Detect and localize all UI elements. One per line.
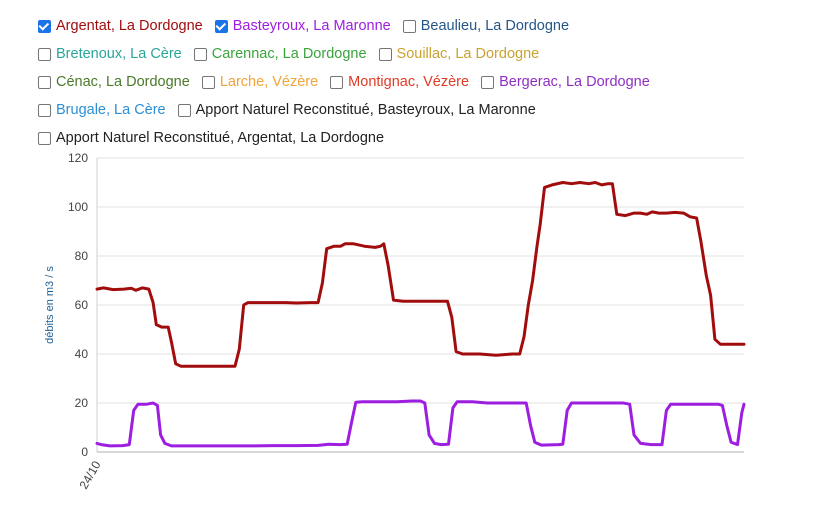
series-checkbox[interactable] [38, 103, 51, 117]
legend-item[interactable]: Basteyroux, La Maronne [214, 18, 391, 34]
y-tick-label: 40 [75, 347, 89, 361]
legend-row: Brugale, La Cère Apport Naturel Reconstit… [38, 96, 808, 124]
series-checkbox[interactable] [214, 19, 228, 33]
station-legend: Argentat, La Dordogne Basteyroux, La Maro… [38, 12, 808, 152]
y-tick-label: 120 [68, 151, 88, 165]
series-checkbox[interactable] [201, 75, 215, 89]
legend-item[interactable]: Carennac, La Dordogne [193, 46, 367, 62]
legend-row: Apport Naturel Reconstitué, Argentat, La… [38, 124, 808, 152]
legend-item[interactable]: Bretenoux, La Cère [38, 46, 182, 62]
legend-label: Montignac, Vézère [348, 74, 470, 90]
series-checkbox[interactable] [330, 75, 344, 89]
y-tick-label: 0 [81, 445, 88, 459]
y-tick-label: 80 [75, 249, 89, 263]
legend-label: Apport Naturel Reconstitué, Basteyroux, … [195, 102, 536, 118]
legend-label: Bretenoux, La Cère [56, 46, 182, 62]
legend-label: Brugale, La Cère [56, 102, 166, 118]
legend-item[interactable]: Bergerac, La Dordogne [481, 74, 650, 90]
series-line-basteyroux [95, 399, 746, 448]
legend-item[interactable]: Larche, Vézère [201, 74, 319, 90]
series-checkbox[interactable] [481, 75, 495, 89]
legend-label: Cénac, La Dordogne [56, 74, 190, 90]
y-axis-label: débits en m3 / s [44, 266, 56, 344]
legend-label: Carennac, La Dordogne [211, 46, 367, 62]
legend-row: Cénac, La Dordogne Larche, Vézère Montigna… [38, 68, 808, 96]
legend-label: Argentat, La Dordogne [56, 18, 203, 34]
legend-item[interactable]: Brugale, La Cère [38, 102, 166, 118]
legend-label: Larche, Vézère [219, 74, 319, 90]
y-tick-label: 100 [68, 200, 88, 214]
series-checkbox[interactable] [38, 19, 51, 33]
series-checkbox[interactable] [177, 103, 191, 117]
series-checkbox[interactable] [38, 47, 51, 61]
y-tick-label: 60 [75, 298, 89, 312]
legend-item[interactable]: Montignac, Vézère [330, 74, 469, 90]
legend-item[interactable]: Souillac, La Dordogne [378, 46, 540, 62]
legend-row: Argentat, La Dordogne Basteyroux, La Maro… [38, 12, 808, 40]
series-checkbox[interactable] [38, 75, 51, 89]
legend-label: Beaulieu, La Dordogne [420, 18, 570, 34]
legend-item[interactable]: Apport Naturel Reconstitué, Basteyroux, … [177, 102, 536, 118]
series-checkbox[interactable] [193, 47, 207, 61]
legend-label: Souillac, La Dordogne [396, 46, 540, 62]
legend-label: Basteyroux, La Maronne [232, 18, 391, 34]
series-checkbox[interactable] [402, 19, 416, 33]
series-line-argentat [95, 181, 746, 368]
legend-item[interactable]: Argentat, La Dordogne [38, 18, 203, 34]
series-checkbox[interactable] [378, 47, 392, 61]
legend-row: Bretenoux, La Cère Carennac, La Dordogne S… [38, 40, 808, 68]
legend-label: Bergerac, La Dordogne [499, 74, 650, 90]
legend-item[interactable]: Cénac, La Dordogne [38, 74, 190, 90]
y-tick-label: 20 [75, 396, 89, 410]
x-tick-label: 24/10 [76, 458, 103, 491]
legend-item[interactable]: Apport Naturel Reconstitué, Argentat, La… [38, 130, 384, 146]
series-checkbox[interactable] [38, 131, 51, 145]
legend-item[interactable]: Beaulieu, La Dordogne [402, 18, 570, 34]
legend-label: Apport Naturel Reconstitué, Argentat, La… [56, 130, 385, 146]
